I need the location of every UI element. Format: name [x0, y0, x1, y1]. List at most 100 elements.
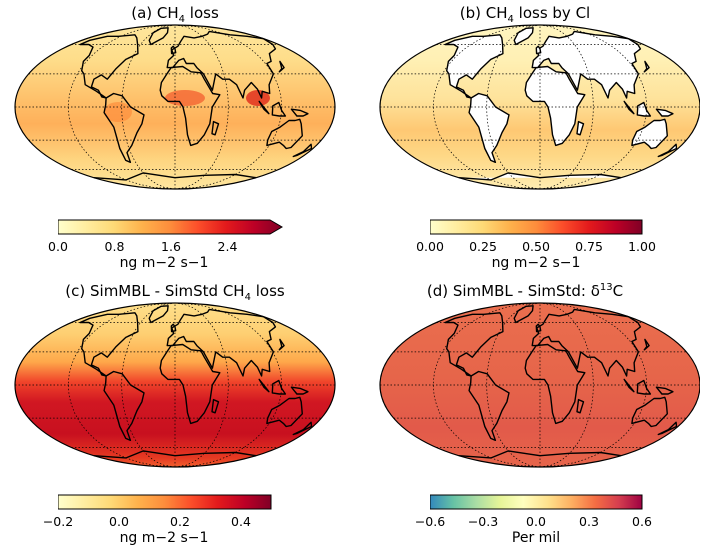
coastline-path — [524, 343, 586, 425]
coastline-path — [292, 143, 313, 158]
coastline-path — [79, 312, 139, 377]
colorbar-d-tick: −0.3 — [467, 514, 499, 529]
coastline-path — [159, 65, 221, 147]
panel-b-title: (b) CH4 loss by Cl — [459, 4, 591, 25]
meridian-line — [174, 24, 283, 190]
coastline-path — [258, 378, 270, 393]
panel-c-map — [14, 302, 336, 468]
meridian-line — [67, 24, 176, 190]
colorbar-c: −0.2 0.0 0.2 0.4 ng m−2 s−1 — [43, 494, 278, 546]
colorbar-c-tick: −0.2 — [42, 514, 74, 529]
africa-hotspot — [165, 90, 205, 106]
coastline-path — [290, 386, 309, 395]
colorbar-a: 0.0 0.8 1.6 2.4 ng m−2 s−1 — [48, 219, 288, 271]
coastline-path — [258, 100, 270, 115]
colorbar-d-units: Per mil — [511, 530, 561, 546]
coastline-path — [636, 101, 652, 117]
panel-d-title: (d) SimMBL - SimStd: δ13C — [426, 282, 624, 300]
colorbar-d-gradient — [429, 494, 643, 510]
colorbar-d-tick: 0.3 — [579, 514, 599, 529]
meridian-line — [432, 302, 541, 468]
colorbar-a-tick: 0.0 — [48, 239, 68, 254]
coastline-path — [148, 305, 169, 324]
colorbar-d-tick: −0.6 — [414, 514, 446, 529]
graticule — [15, 24, 335, 190]
coastline-path — [211, 398, 220, 414]
graticule — [380, 302, 700, 468]
indonesia-hotspot — [246, 90, 270, 106]
graticule — [380, 24, 700, 190]
meridian-line — [432, 24, 541, 190]
colorbar-b-gradient — [429, 219, 643, 235]
coastline-path — [166, 308, 277, 377]
coastline-path — [278, 338, 285, 351]
colorbar-c-tick: 0.0 — [109, 514, 129, 529]
panel-b-map — [379, 24, 700, 190]
colorbar-b-tick: 0.25 — [469, 239, 497, 254]
colorbar-a-units: ng m−2 s−1 — [119, 255, 209, 271]
coastline-path — [266, 118, 303, 150]
colorbar-a-tick: 1.6 — [161, 239, 181, 254]
graticule — [15, 302, 335, 468]
coastline-path — [631, 118, 668, 150]
coastline-path — [211, 120, 220, 136]
meridian-line — [539, 24, 648, 190]
coastline-path — [531, 308, 642, 377]
coastline-path — [513, 27, 534, 46]
panel-d-map — [379, 302, 700, 468]
coastline-path — [657, 421, 678, 436]
coastlines — [79, 305, 313, 459]
coastline-path — [623, 378, 635, 393]
coastline-path — [531, 30, 642, 99]
coastline-path — [159, 343, 221, 425]
coastline-path — [444, 34, 504, 99]
coastline-path — [290, 108, 309, 117]
coastline-path — [271, 101, 287, 117]
colorbar-c-tick: 0.2 — [170, 514, 190, 529]
colorbar-d-tick: 0.6 — [632, 514, 652, 529]
colorbar-b-tick: 1.00 — [628, 239, 656, 254]
coastline-path — [79, 34, 139, 99]
colorbar-a-tick: 0.8 — [104, 239, 125, 254]
coastline-path — [266, 396, 303, 428]
panel-c: (c) SimMBL - SimStd CH4 loss — [0, 278, 350, 556]
coastline-path — [535, 45, 542, 55]
coastline-path — [636, 379, 652, 395]
panel-a: (a) CH4 loss 0.0 0 — [0, 0, 350, 278]
colorbar-a-gradient — [57, 219, 283, 235]
coastline-path — [576, 398, 585, 414]
colorbar-b-units: ng m−2 s−1 — [491, 255, 581, 271]
coastline-path — [170, 45, 177, 55]
colorbar-c-tick: 0.4 — [231, 514, 251, 529]
colorbar-b-tick: 0.75 — [575, 239, 603, 254]
coastline-path — [170, 323, 177, 333]
coastline-path — [148, 27, 169, 46]
colorbar-d-tick: 0.0 — [526, 514, 546, 529]
panel-c-title: (c) SimMBL - SimStd CH4 loss — [65, 282, 285, 303]
coastline-path — [655, 386, 674, 395]
colorbar-d: −0.6 −0.3 0.0 0.3 0.6 Per mil — [415, 494, 652, 546]
colorbar-c-units: ng m−2 s−1 — [119, 530, 209, 546]
colorbar-b: 0.00 0.25 0.50 0.75 1.00 ng m−2 s−1 — [416, 219, 656, 271]
coastline-path — [576, 120, 585, 136]
panel-d: (d) SimMBL - SimStd: δ13C −0.6 −0.3 0.0 … — [350, 278, 700, 556]
meridian-line — [67, 302, 176, 468]
meridian-line — [174, 302, 283, 468]
colorbar-a-tick: 2.4 — [217, 239, 238, 254]
coastline-path — [278, 60, 285, 73]
coastline-path — [643, 60, 650, 73]
coastline-path — [292, 421, 313, 436]
coastline-path — [271, 379, 287, 395]
coastline-path — [444, 312, 504, 377]
coastline-path — [655, 108, 674, 117]
colorbar-b-tick: 0.00 — [416, 239, 444, 254]
coastline-path — [623, 100, 635, 115]
coastline-path — [166, 30, 277, 99]
panel-b: (b) CH4 loss by Cl 0.00 0.25 0.50 — [350, 0, 700, 278]
coastline-path — [513, 305, 534, 324]
meridian-line — [539, 302, 648, 468]
coastline-path — [657, 143, 678, 158]
coastline-path — [643, 338, 650, 351]
panel-a-title: (a) CH4 loss — [131, 4, 219, 25]
coastline-path — [631, 396, 668, 428]
